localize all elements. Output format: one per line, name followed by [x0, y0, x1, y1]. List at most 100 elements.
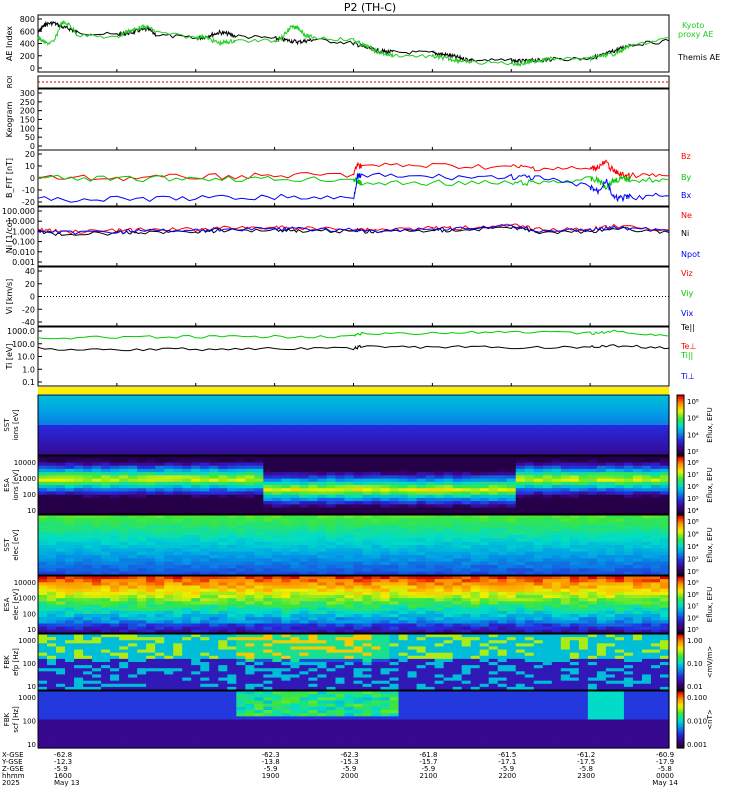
spectrogram-cell [551, 521, 562, 526]
spectrogram-cell [371, 405, 382, 409]
colorbar-cell [677, 527, 684, 530]
spectrogram-cell [380, 418, 391, 423]
spectrogram-cell [560, 488, 571, 493]
spectrogram-cell [470, 428, 481, 433]
spectrogram-cell [308, 582, 319, 587]
spectrogram-cell [344, 491, 355, 496]
spectrogram-cell [344, 441, 355, 446]
spectrogram-cell [119, 475, 129, 480]
spectrogram-cell [272, 538, 282, 543]
ae-ytick: 400 [20, 40, 35, 49]
spectrogram-cell [38, 485, 48, 489]
spectrogram-cell [524, 548, 535, 553]
spectrogram-cell [452, 565, 463, 569]
spectrogram-cell [362, 531, 373, 536]
spectrogram-cell [146, 491, 156, 496]
spectrogram-cell [533, 445, 544, 449]
spectrogram-cell [533, 568, 544, 573]
spectrogram-cell [596, 568, 607, 573]
spectrogram-cell [380, 610, 391, 615]
spectrogram-cell [362, 525, 373, 529]
spectrogram-cell [290, 398, 301, 403]
spectrogram-cell [389, 507, 400, 512]
spectrogram-cell [596, 551, 607, 556]
spectrogram-cell [461, 623, 472, 628]
spectrogram-cell [398, 528, 409, 533]
spectrogram-cell [578, 428, 589, 433]
spectrogram-cell [182, 579, 192, 583]
spectrogram-cell [200, 561, 210, 566]
spectrogram-cell [389, 548, 400, 553]
spectrogram-cell [425, 462, 436, 467]
spectrogram-cell [614, 571, 625, 576]
spectrogram-cell [155, 504, 165, 509]
spectrogram-cell [524, 558, 535, 563]
spectrogram-cell [137, 568, 147, 573]
colorbar-cell [677, 453, 684, 456]
spectrogram-cell [281, 535, 291, 539]
spectrogram-cell [515, 459, 526, 464]
spectrogram-cell [92, 595, 102, 599]
colorbar-cell [677, 573, 684, 576]
spectrogram-cell [281, 418, 291, 423]
spectrogram-cell [389, 462, 400, 467]
spectrogram-cell [425, 428, 436, 433]
spectrogram-cell [515, 568, 526, 573]
spectrogram-cell [254, 475, 264, 480]
spectrogram-cell [200, 494, 210, 499]
spectrogram-cell [425, 411, 436, 416]
spectrogram-cell [479, 438, 490, 443]
spectrogram-cell [263, 525, 273, 529]
spectrogram-cell [380, 629, 391, 634]
spectrogram-cell [335, 415, 346, 419]
spectrogram-cell [488, 565, 499, 569]
spectrogram-cell [119, 428, 129, 433]
spectrogram-cell [605, 504, 616, 509]
spectrogram-cell [542, 497, 553, 502]
spectrogram-cell [137, 401, 147, 406]
spectrogram-cell [236, 395, 246, 399]
spectrogram-cell [533, 438, 544, 443]
colorbar-cell [677, 506, 684, 509]
spectrogram-cell [425, 614, 436, 618]
spectrogram-cell [38, 528, 48, 533]
spectrogram-cell [335, 472, 346, 476]
spectrogram-cell [335, 561, 346, 566]
spectrogram-cell [362, 582, 373, 587]
colorbar-cell [677, 449, 684, 452]
vi-ylabel: Vi [km/s] [5, 279, 14, 315]
spectrogram-cell [632, 425, 643, 429]
spectrogram-cell [326, 478, 337, 483]
spectrogram-cell [434, 545, 445, 549]
spectrogram-cell [380, 601, 391, 606]
keogram-ytick: 300 [20, 89, 35, 98]
spectrogram-cell [308, 617, 319, 621]
spectrogram-cell [128, 541, 138, 546]
spectrogram-cell [353, 478, 364, 483]
spectrogram-cell [110, 478, 120, 483]
spectrogram-cell [218, 510, 228, 515]
spectrogram-cell [641, 485, 652, 489]
spectrogram-cell [101, 515, 111, 519]
spectrogram-cell [155, 585, 165, 590]
spectrogram-cell [542, 488, 553, 493]
spectrogram-cell [254, 541, 264, 546]
spectrogram-cell [659, 415, 670, 419]
spectrogram-cell [110, 428, 120, 433]
spectrogram-cell [92, 528, 102, 533]
spectrogram-cell [488, 435, 499, 439]
spectrogram-cell [659, 445, 670, 449]
spectrogram-cell [605, 525, 616, 529]
spectrogram-cell [299, 607, 310, 612]
spectrogram-cell [335, 515, 346, 519]
spectrogram-cell [461, 456, 472, 460]
spectrogram-cell [245, 488, 255, 493]
spectrogram-cell [128, 558, 138, 563]
spectrogram-cell [479, 551, 490, 556]
spectrogram-cell [614, 411, 625, 416]
spectrogram-cell [299, 504, 310, 509]
spectrogram-cell [74, 614, 84, 618]
spectrogram-cell [272, 485, 282, 489]
spectrogram-cell [137, 441, 147, 446]
spectrogram-cell [227, 541, 237, 546]
